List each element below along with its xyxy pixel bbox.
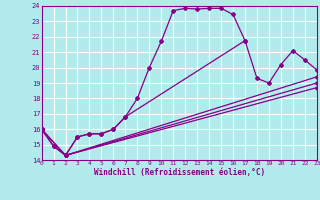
X-axis label: Windchill (Refroidissement éolien,°C): Windchill (Refroidissement éolien,°C) bbox=[94, 168, 265, 177]
